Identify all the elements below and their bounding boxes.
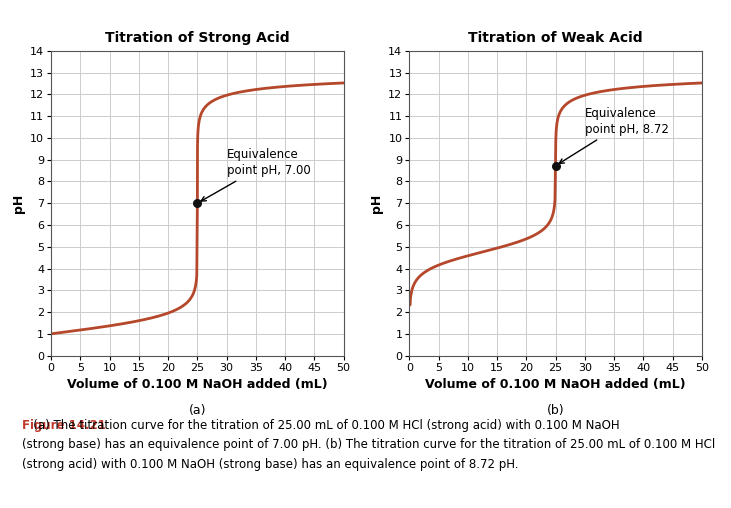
- Y-axis label: pH: pH: [12, 194, 25, 213]
- Text: (strong acid) with 0.100 M NaOH (strong base) has an equivalence point of 8.72 p: (strong acid) with 0.100 M NaOH (strong …: [22, 458, 518, 471]
- Text: (strong base) has an equivalence point of 7.00 pH. (b) The titration curve for t: (strong base) has an equivalence point o…: [22, 438, 715, 452]
- Text: (b): (b): [547, 404, 564, 417]
- Text: (a): (a): [189, 404, 206, 417]
- Title: Titration of Weak Acid: Titration of Weak Acid: [469, 31, 643, 46]
- Point: [550, 162, 561, 170]
- Y-axis label: pH: pH: [370, 194, 383, 213]
- Title: Titration of Strong Acid: Titration of Strong Acid: [105, 31, 289, 46]
- X-axis label: Volume of 0.100 M NaOH added (mL): Volume of 0.100 M NaOH added (mL): [425, 378, 686, 391]
- X-axis label: Volume of 0.100 M NaOH added (mL): Volume of 0.100 M NaOH added (mL): [67, 378, 327, 391]
- Text: Equivalence
point pH, 8.72: Equivalence point pH, 8.72: [559, 107, 669, 164]
- Text: (a) The titration curve for the titration of 25.00 mL of 0.100 M HCl (strong aci: (a) The titration curve for the titratio…: [22, 419, 620, 432]
- Text: Figure 14.21: Figure 14.21: [22, 419, 106, 432]
- Point: [192, 199, 203, 207]
- Text: Equivalence
point pH, 7.00: Equivalence point pH, 7.00: [201, 148, 311, 201]
